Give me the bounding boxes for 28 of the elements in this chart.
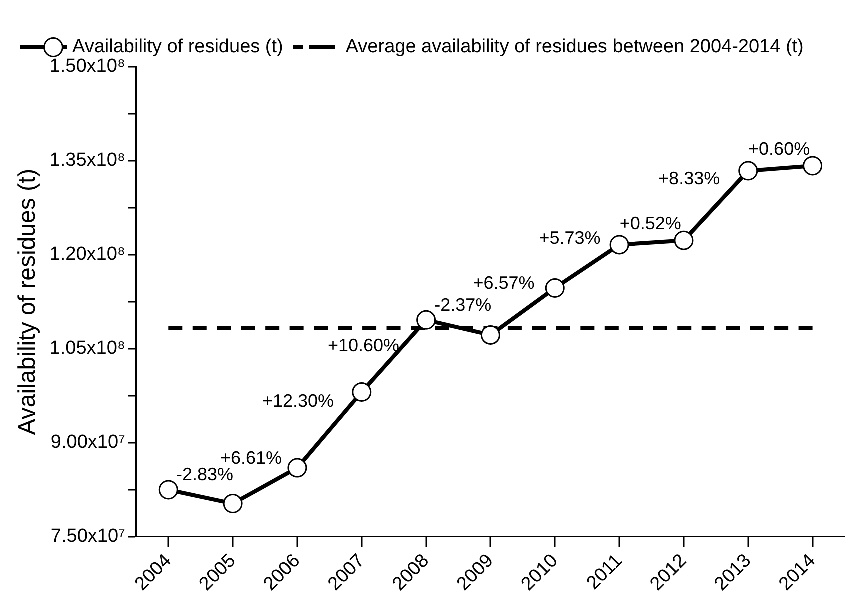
- y-tick-label: 9.00x10⁷: [50, 432, 126, 454]
- point: [288, 458, 308, 478]
- y-tick-label: 1.35x10⁸: [50, 150, 126, 172]
- y-tick-label: 1.20x10⁸: [50, 244, 126, 266]
- annotation: +10.60%: [328, 335, 400, 356]
- point: [223, 494, 243, 514]
- point: [158, 480, 178, 500]
- y-tick-label: 7.50x10⁷: [50, 526, 126, 548]
- annotation: -2.37%: [434, 294, 492, 315]
- point: [738, 161, 758, 181]
- y-tick-label: 1.50x10⁸: [50, 56, 126, 78]
- point: [480, 325, 500, 345]
- point: [352, 382, 372, 402]
- point: [674, 230, 694, 250]
- point: [416, 310, 436, 330]
- legend-label: Availability of residues (t): [72, 36, 284, 58]
- annotation: +5.73%: [539, 228, 601, 248]
- annotation: +8.33%: [658, 168, 720, 189]
- y-tick-label: 1.05x10⁸: [50, 338, 126, 360]
- annotation: +6.57%: [473, 273, 535, 294]
- point: [610, 235, 630, 255]
- point: [545, 278, 565, 298]
- point: [803, 156, 823, 176]
- annotation: +0.60%: [748, 139, 810, 160]
- y-axis-title: Availability of residues (t): [14, 168, 42, 436]
- annotation: +0.52%: [620, 214, 682, 234]
- legend-label: Average availability of residues between 2004-2014 (t): [346, 36, 804, 58]
- annotation: +12.30%: [262, 391, 334, 412]
